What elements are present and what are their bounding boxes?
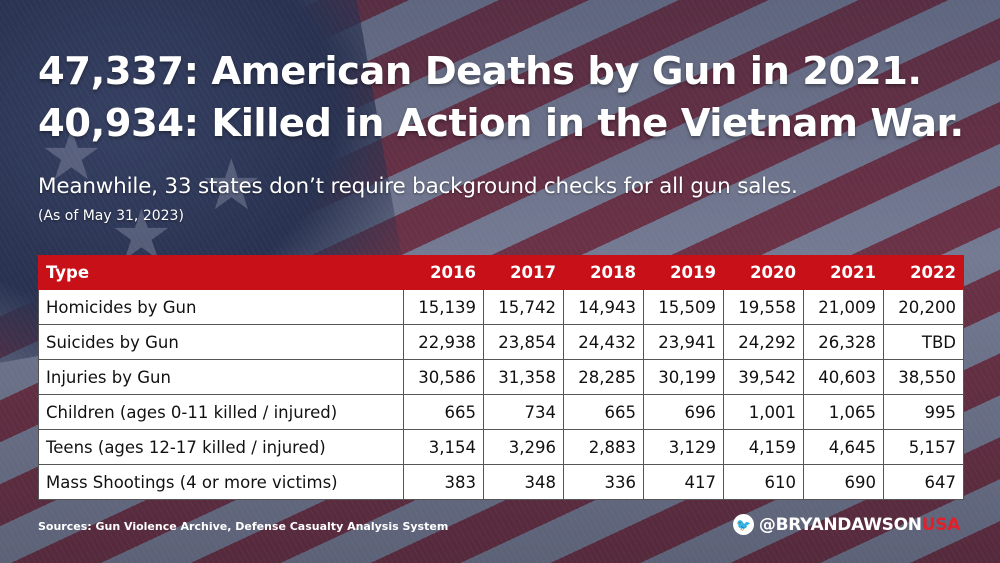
table-cell: 19,558 [723, 289, 804, 325]
table-cell: 610 [723, 464, 804, 500]
table-cell: 2,883 [563, 429, 644, 465]
star-icon: ★ [40, 120, 103, 190]
table-cell: 995 [883, 394, 964, 430]
table-cell: 5,157 [883, 429, 964, 465]
twitter-bird-icon: 🐦 [732, 514, 754, 535]
row-label: Mass Shootings (4 or more victims) [38, 464, 404, 500]
table-row: Teens (ages 12-17 killed / injured) 3,154… [38, 429, 964, 465]
table-cell: 20,200 [883, 289, 964, 325]
headline-line-2: 40,934: Killed in Action in the Vietnam … [38, 101, 964, 146]
table-cell: 38,550 [883, 359, 964, 395]
column-header-2021: 2021 [803, 255, 884, 290]
headline-line-1: 47,337: American Deaths by Gun in 2021. [38, 49, 922, 94]
table-cell: 1,065 [803, 394, 884, 430]
table-cell: 1,001 [723, 394, 804, 430]
row-label: Children (ages 0-11 killed / injured) [38, 394, 404, 430]
brand-handle-main: @BRYANDAWSON [758, 514, 922, 535]
table-cell: 734 [483, 394, 564, 430]
table-cell: 4,159 [723, 429, 804, 465]
table-cell: 14,943 [563, 289, 644, 325]
table-cell: 21,009 [803, 289, 884, 325]
column-header-2020: 2020 [723, 255, 804, 290]
table-cell: 665 [563, 394, 644, 430]
headline: 47,337: American Deaths by Gun in 2021. … [38, 46, 964, 150]
column-header-2017: 2017 [483, 255, 564, 290]
table-cell: 31,358 [483, 359, 564, 395]
table-header-row: Type 2016 2017 2018 2019 2020 2021 2022 [38, 255, 964, 290]
row-label: Teens (ages 12-17 killed / injured) [38, 429, 404, 465]
table-row: Children (ages 0-11 killed / injured) 665… [38, 394, 964, 430]
table-cell: 15,742 [483, 289, 564, 325]
table-cell: 665 [403, 394, 484, 430]
table-cell: 3,129 [643, 429, 724, 465]
brand-handle: 🐦 @BRYANDAWSON USA [732, 514, 961, 535]
table-cell: 28,285 [563, 359, 644, 395]
row-label: Injuries by Gun [38, 359, 404, 395]
table-cell: 690 [803, 464, 884, 500]
table-cell: 383 [403, 464, 484, 500]
column-header-2016: 2016 [403, 255, 484, 290]
brand-handle-accent: USA [921, 514, 961, 535]
row-label: Homicides by Gun [38, 289, 404, 325]
table-cell: 696 [643, 394, 724, 430]
column-header-2019: 2019 [643, 255, 724, 290]
table-cell: 3,154 [403, 429, 484, 465]
table-cell: 15,139 [403, 289, 484, 325]
table-cell: 30,199 [643, 359, 724, 395]
sources-note: Sources: Gun Violence Archive, Defense C… [38, 520, 449, 533]
table-cell: 23,941 [643, 324, 724, 360]
star-icon: ★ [200, 150, 263, 220]
table-cell: 22,938 [403, 324, 484, 360]
table-cell: 4,645 [803, 429, 884, 465]
table-cell: 39,542 [723, 359, 804, 395]
as-of-date: (As of May 31, 2023) [38, 208, 184, 224]
table-body: Homicides by Gun 15,139 15,742 14,943 15,509… [38, 289, 964, 500]
column-header-2018: 2018 [563, 255, 644, 290]
table-cell: 24,292 [723, 324, 804, 360]
table-header: Type 2016 2017 2018 2019 2020 2021 2022 [38, 255, 964, 290]
gun-statistics-table: Type 2016 2017 2018 2019 2020 2021 2022 … [38, 255, 964, 500]
table-cell: 15,509 [643, 289, 724, 325]
table-cell: 26,328 [803, 324, 884, 360]
table-row: Mass Shootings (4 or more victims) 383 348… [38, 464, 964, 500]
table-cell: 23,854 [483, 324, 564, 360]
table-cell: 3,296 [483, 429, 564, 465]
table-row: Homicides by Gun 15,139 15,742 14,943 15,509… [38, 289, 964, 325]
table-cell: 24,432 [563, 324, 644, 360]
table-cell: 40,603 [803, 359, 884, 395]
row-label: Suicides by Gun [38, 324, 404, 360]
table-cell: 30,586 [403, 359, 484, 395]
table-row: Suicides by Gun 22,938 23,854 24,432 23,941 2… [38, 324, 964, 360]
subheadline: Meanwhile, 33 states don’t require backg… [38, 174, 798, 199]
table-cell: TBD [883, 324, 964, 360]
table-cell: 647 [883, 464, 964, 500]
table-cell: 336 [563, 464, 644, 500]
table-row: Injuries by Gun 30,586 31,358 28,285 30,199 3… [38, 359, 964, 395]
table-cell: 348 [483, 464, 564, 500]
table-cell: 417 [643, 464, 724, 500]
column-header-2022: 2022 [883, 255, 964, 290]
column-header-type: Type [38, 255, 404, 290]
